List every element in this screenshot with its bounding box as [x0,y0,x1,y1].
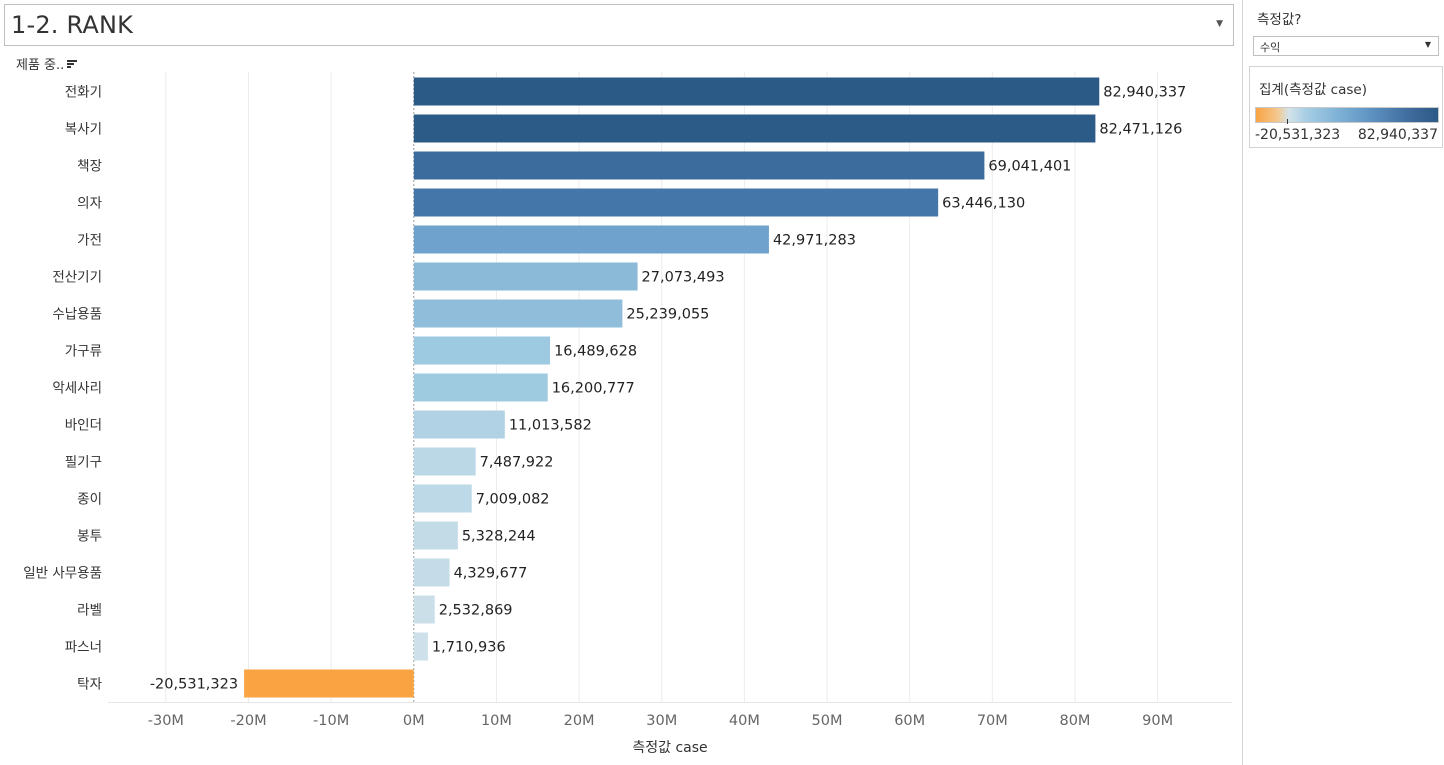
parameter-value: 수익 [1260,41,1281,54]
bar[interactable] [413,521,458,550]
category-label: 악세사리 [52,381,102,397]
parameter-select[interactable]: 수익 ▼ [1253,36,1439,56]
category-label: 일반 사무용품 [23,566,102,582]
chart-area: 전화기 82,940,337 복사기 82,471,126 책장 69,041,401 의자… [4,4,1234,756]
x-tick-label: 60M [894,713,925,729]
bar[interactable] [413,595,435,624]
value-label: 4,329,677 [454,566,528,582]
value-label: 5,328,244 [462,529,536,545]
value-label: 11,013,582 [509,418,592,434]
x-tick-label: 30M [646,713,677,729]
category-label: 전산기기 [52,270,102,286]
legend-title: 집계(측정값 case) [1259,82,1367,98]
bar[interactable] [413,151,985,180]
bar[interactable] [413,77,1100,106]
caret-down-icon[interactable]: ▼ [1216,19,1223,29]
x-tick-label: 20M [564,713,595,729]
x-tick-label: 50M [812,713,843,729]
category-label: 필기구 [65,455,102,471]
value-label: 16,200,777 [552,381,635,397]
category-label: 라벨 [77,603,102,619]
category-label: 가전 [77,233,102,249]
value-label: 82,471,126 [1099,122,1182,138]
bar[interactable] [413,410,505,439]
bar-chart: 전화기 82,940,337 복사기 82,471,126 책장 69,041,401 의자… [23,72,1232,756]
legend-zero-marker [1287,119,1288,124]
bar[interactable] [413,299,623,328]
value-label: 82,940,337 [1103,85,1186,101]
value-label: 7,487,922 [480,455,554,471]
bar[interactable] [413,373,548,402]
x-tick-label: -20M [230,713,266,729]
legend-max-label: 82,940,337 [1357,127,1438,143]
bar[interactable] [413,484,472,513]
worksheet-title: 1-2. RANK [11,11,134,39]
x-tick-label: 40M [729,713,760,729]
value-label: 27,073,493 [642,270,725,286]
bar[interactable] [413,225,769,254]
x-tick-label: 90M [1142,713,1173,729]
value-label: 16,489,628 [554,344,637,360]
color-legend: 집계(측정값 case) -20,531,323 82,940,337 [1249,66,1443,148]
bar[interactable] [244,669,414,698]
legend-color-ramp [1255,107,1439,123]
value-label: 63,446,130 [942,196,1025,212]
parameter-title: 측정값? [1257,12,1302,28]
bar[interactable] [413,114,1096,143]
category-label: 종이 [77,492,102,508]
bar[interactable] [413,336,551,365]
value-label: 1,710,936 [432,640,506,656]
category-label: 전화기 [65,85,102,101]
field-header-label: 제품 중.. [16,58,65,73]
x-tick-label: 10M [481,713,512,729]
x-tick-label: -30M [148,713,184,729]
category-label: 의자 [77,196,102,212]
x-tick-label: 80M [1059,713,1090,729]
value-label: 69,041,401 [988,159,1071,175]
value-label: 7,009,082 [476,492,550,508]
x-axis-title: 측정값 case [632,740,707,756]
bar[interactable] [413,558,450,587]
sort-descending-icon[interactable] [67,59,78,68]
x-tick-label: -10M [313,713,349,729]
category-label: 바인더 [65,418,102,434]
bar[interactable] [413,188,939,217]
bar[interactable] [413,632,428,661]
bar[interactable] [413,447,476,476]
caret-down-icon[interactable]: ▼ [1424,40,1431,49]
value-label: 2,532,869 [439,603,513,619]
x-tick-label: 0M [403,713,425,729]
bar[interactable] [413,262,638,291]
x-tick-label: 70M [977,713,1008,729]
sidebar: 측정값? 수익 ▼ 집계(측정값 case) -20,531,323 82,94… [1242,0,1444,765]
category-label: 파스너 [65,640,102,656]
category-label: 봉투 [77,529,102,545]
category-label: 탁자 [77,677,102,693]
category-label: 수납용품 [52,307,102,323]
value-label: -20,531,323 [150,677,238,693]
field-header[interactable]: 제품 중.. [16,54,78,73]
category-label: 가구류 [65,344,102,360]
category-label: 책장 [77,159,102,175]
legend-min-label: -20,531,323 [1255,127,1341,143]
worksheet-title-box[interactable]: 1-2. RANK ▼ [4,4,1234,46]
value-label: 25,239,055 [626,307,709,323]
category-label: 복사기 [65,122,102,138]
value-label: 42,971,283 [773,233,856,249]
